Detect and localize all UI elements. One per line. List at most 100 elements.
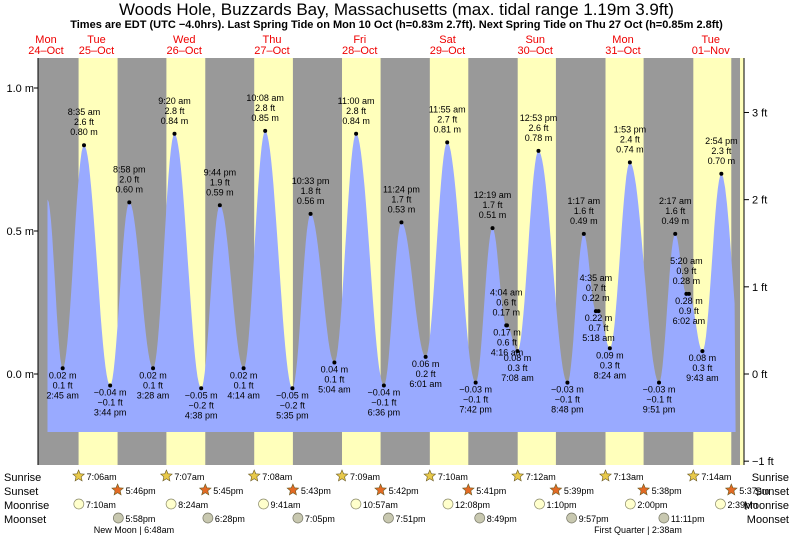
- tide-label-ft: 0.1 ft: [324, 375, 345, 385]
- tide-label-m: −0.03 m: [551, 385, 584, 395]
- tide-label-time: 6:36 pm: [368, 407, 401, 417]
- moonrise-time: 9:41am: [271, 500, 301, 510]
- tide-point-high: [217, 203, 222, 208]
- tide-label-time: 11:55 am: [429, 104, 466, 114]
- tide-point-low: [381, 383, 386, 388]
- tide-label-m: 0.51 m: [479, 210, 507, 220]
- tide-point-high: [445, 140, 450, 145]
- moonset-icon: [202, 512, 214, 524]
- tide-label-ft: 1.8 ft: [301, 186, 322, 196]
- tide-label-ft: 0.9 ft: [676, 266, 697, 276]
- tide-label-m: 0.09 m: [596, 350, 624, 360]
- tide-label-m: −0.04 m: [94, 387, 127, 397]
- row-label-moonrise-left: Moonrise: [4, 500, 49, 512]
- tide-label-ft: 1.6 ft: [665, 206, 686, 216]
- tide-label-ft: 0.2 ft: [416, 369, 437, 379]
- tide-label-time: 1:53 pm: [614, 124, 647, 134]
- tide-label-ft: 0.3 ft: [692, 363, 713, 373]
- tide-point-low: [60, 366, 65, 371]
- tide-label-ft: 0.3 ft: [600, 360, 621, 370]
- moonrise-icon: [624, 498, 636, 510]
- sunset-icon: [111, 483, 125, 496]
- day-label-date: 27–Oct: [254, 45, 289, 57]
- tide-label-ft: 0.1 ft: [234, 380, 255, 390]
- day-label-date: 28–Oct: [342, 45, 377, 57]
- tide-label-ft: −0.1 ft: [98, 397, 124, 407]
- tide-label-m: 0.49 m: [570, 216, 598, 226]
- tide-point-low: [607, 346, 612, 351]
- sunrise-time: 7:14am: [701, 472, 731, 482]
- row-label-sunset-right: Sunset: [755, 486, 789, 498]
- tide-label-time: 7:42 pm: [459, 405, 492, 415]
- moonset-icon: [292, 512, 304, 524]
- tide-label-m: 0.81 m: [433, 124, 461, 134]
- moonset-time: 11:11pm: [671, 514, 705, 524]
- tide-label-ft: 0.3 ft: [507, 363, 528, 373]
- moonset-icon: [658, 512, 670, 524]
- tide-label-ft: 2.8 ft: [164, 106, 185, 116]
- sunrise-icon: [72, 469, 86, 482]
- moon-phase-new: New Moon | 6:48am: [94, 525, 174, 535]
- moonrise-icon: [258, 498, 269, 510]
- tide-label-ft: 0.1 ft: [143, 380, 164, 390]
- day-label-dow: Tue: [701, 34, 720, 46]
- tide-label-m: 0.17 m: [493, 327, 521, 337]
- sunset-icon: [286, 483, 300, 496]
- tide-point-high: [719, 171, 724, 176]
- sunset-time: 5:38pm: [652, 486, 682, 496]
- left-axis-tick-label: 1.0 m: [6, 83, 34, 95]
- tide-label-ft: 2.8 ft: [255, 103, 276, 113]
- sunset-icon: [637, 483, 651, 496]
- tide-point-low: [199, 386, 204, 391]
- sunset-time: 5:43pm: [301, 486, 331, 496]
- moonset-icon: [566, 512, 577, 524]
- tide-label-ft: −0.1 ft: [646, 395, 672, 405]
- sunset-time: 5:37pm: [739, 486, 769, 496]
- moonset-time: 7:05pm: [305, 514, 335, 524]
- moonrise-icon: [442, 498, 454, 510]
- moonset-icon: [112, 512, 124, 524]
- tide-label-m: −0.05 m: [276, 390, 309, 400]
- moonset-time: 8:49pm: [487, 514, 517, 524]
- sunset-time: 5:39pm: [564, 486, 594, 496]
- tide-label-m: 0.08 m: [504, 353, 532, 363]
- tide-label-m: 0.70 m: [708, 156, 736, 166]
- tide-label-m: −0.03 m: [643, 385, 676, 395]
- tide-label-ft: −0.2 ft: [280, 400, 306, 410]
- tide-point-high: [399, 220, 404, 225]
- left-axis-tick-label: 0.0 m: [6, 369, 34, 381]
- tide-label-ft: 0.6 ft: [496, 297, 517, 307]
- tide-point-low: [657, 380, 662, 385]
- tide-label-ft: 2.6 ft: [74, 117, 95, 127]
- row-label-moonset-right: Moonset: [747, 514, 789, 526]
- tide-label-ft: −0.2 ft: [189, 400, 215, 410]
- sun-moon-panel: Sunrise Sunrise Sunset Sunset Moonrise Moonri…: [4, 469, 789, 535]
- moonset-time: 5:58pm: [125, 514, 155, 524]
- sunrise-icon: [423, 469, 437, 482]
- tide-point-high: [490, 226, 495, 231]
- tide-label-m: 0.02 m: [49, 370, 77, 380]
- tide-label-time: 6:02 am: [673, 316, 706, 326]
- tide-label-ft: 0.1 ft: [53, 380, 74, 390]
- moonrise-time: 12:08pm: [455, 500, 490, 510]
- tide-label-time: 6:01 am: [409, 379, 442, 389]
- chart-subtitle: Times are EDT (UTC −4.0hrs). Last Spring…: [70, 19, 723, 31]
- tide-label-time: 7:08 am: [501, 373, 534, 383]
- row-label-sunset-left: Sunset: [4, 486, 38, 498]
- moonrise-time: 2:00pm: [637, 500, 667, 510]
- day-label-date: 25–Oct: [79, 45, 114, 57]
- tide-point-low: [473, 380, 478, 385]
- tide-label-time: 5:04 am: [318, 385, 351, 395]
- tide-label-ft: 2.8 ft: [346, 106, 367, 116]
- chart-title: Woods Hole, Buzzards Bay, Massachusetts …: [119, 0, 674, 19]
- row-label-sunrise-right: Sunrise: [752, 472, 789, 484]
- tide-point-high: [172, 131, 177, 136]
- tide-label-time: 8:48 pm: [551, 405, 584, 415]
- day-label-dow: Fri: [353, 34, 366, 46]
- right-axis-tick-label: 0 ft: [752, 369, 767, 381]
- tide-label-time: 2:45 am: [46, 390, 79, 400]
- row-label-moonrise-right: Moonrise: [744, 500, 789, 512]
- moonrise-icon: [715, 498, 726, 510]
- tide-label-ft: 1.6 ft: [574, 206, 595, 216]
